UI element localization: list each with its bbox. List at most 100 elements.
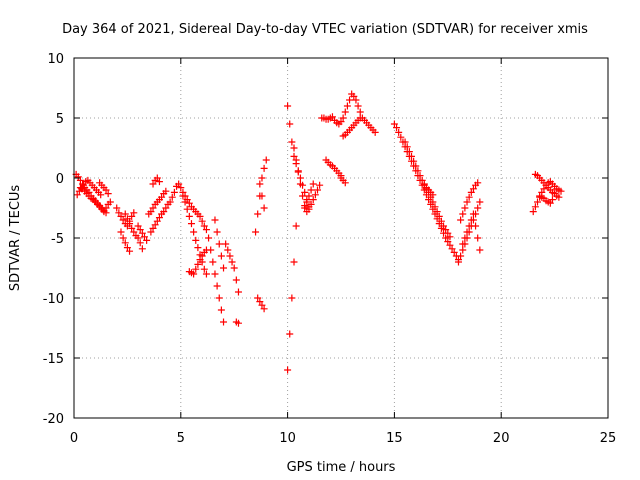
data-point xyxy=(160,208,168,216)
data-point xyxy=(467,216,475,224)
data-point xyxy=(130,209,138,217)
data-point xyxy=(416,172,424,180)
data-point xyxy=(346,96,354,104)
data-point xyxy=(102,209,110,217)
data-point xyxy=(158,193,166,201)
y-tick-label: 5 xyxy=(56,112,64,127)
data-point xyxy=(463,198,471,206)
data-point xyxy=(309,196,317,204)
data-point xyxy=(290,144,298,152)
data-point xyxy=(465,222,473,230)
data-point xyxy=(198,217,206,225)
data-point xyxy=(168,193,176,201)
data-point xyxy=(390,120,398,128)
data-point xyxy=(433,208,441,216)
data-point xyxy=(230,264,238,272)
data-point xyxy=(73,191,81,199)
data-point xyxy=(126,247,134,255)
data-point xyxy=(474,234,482,242)
data-point xyxy=(465,193,473,201)
data-point xyxy=(234,319,242,327)
data-point xyxy=(200,265,208,273)
data-point xyxy=(192,265,200,273)
data-point xyxy=(162,204,170,212)
data-point xyxy=(128,224,136,232)
x-tick-label: 15 xyxy=(386,431,403,446)
data-point xyxy=(469,185,477,193)
data-point xyxy=(126,220,134,228)
data-point xyxy=(123,215,131,223)
data-point xyxy=(407,152,415,160)
data-point xyxy=(412,162,420,170)
data-point xyxy=(138,245,146,253)
data-point xyxy=(540,185,548,193)
data-point xyxy=(352,96,360,104)
data-point xyxy=(179,192,187,200)
data-point xyxy=(444,238,452,246)
data-point xyxy=(134,222,142,230)
data-point xyxy=(194,260,202,268)
data-point xyxy=(356,108,364,116)
data-point xyxy=(446,233,454,241)
data-point xyxy=(395,128,403,136)
data-point xyxy=(220,318,228,326)
data-point xyxy=(286,120,294,128)
y-axis-label: SDTVAR / TECUs xyxy=(8,185,23,292)
data-point xyxy=(555,193,563,201)
data-point xyxy=(403,143,411,151)
data-point xyxy=(472,222,480,230)
data-point xyxy=(175,180,183,188)
data-point xyxy=(296,180,304,188)
data-point xyxy=(190,270,198,278)
data-point xyxy=(444,229,452,237)
data-point xyxy=(309,180,317,188)
data-point xyxy=(192,236,200,244)
data-point xyxy=(461,234,469,242)
data-point xyxy=(153,174,161,182)
y-tick-label: 0 xyxy=(56,172,64,187)
data-point xyxy=(307,186,315,194)
data-point xyxy=(534,198,542,206)
data-point xyxy=(531,203,539,211)
data-point xyxy=(290,152,298,160)
data-point xyxy=(446,241,454,249)
data-point xyxy=(546,199,554,207)
data-point xyxy=(258,301,266,309)
data-point xyxy=(143,236,151,244)
data-point xyxy=(196,256,204,264)
data-point xyxy=(97,191,105,199)
data-point xyxy=(467,188,475,196)
data-point xyxy=(314,186,322,194)
data-points xyxy=(72,90,565,374)
data-point xyxy=(217,306,225,314)
data-point xyxy=(117,228,125,236)
data-point xyxy=(106,198,114,206)
data-point xyxy=(258,192,266,200)
data-point xyxy=(117,212,125,220)
data-point xyxy=(211,270,219,278)
x-tick-label: 20 xyxy=(493,431,510,446)
data-point xyxy=(286,330,294,338)
data-point xyxy=(190,228,198,236)
y-tick-label: -10 xyxy=(43,292,64,307)
x-tick-label: 25 xyxy=(600,431,617,446)
data-point xyxy=(149,180,157,188)
data-point xyxy=(476,246,484,254)
data-point xyxy=(155,178,163,186)
data-point xyxy=(341,108,349,116)
data-point xyxy=(450,248,458,256)
data-point xyxy=(301,204,309,212)
data-point xyxy=(405,148,413,156)
data-point xyxy=(222,240,230,248)
data-point xyxy=(305,192,313,200)
data-point xyxy=(130,228,138,236)
data-point xyxy=(437,217,445,225)
data-point xyxy=(252,228,260,236)
axis-ticks: 0 5 10 15 20 25 10 5 0 -5 -10 -15 -20 xyxy=(43,52,617,446)
data-point xyxy=(459,246,467,254)
data-point xyxy=(215,240,223,248)
data-point xyxy=(307,200,315,208)
data-point xyxy=(185,212,193,220)
data-point xyxy=(371,128,379,136)
data-point xyxy=(147,228,155,236)
